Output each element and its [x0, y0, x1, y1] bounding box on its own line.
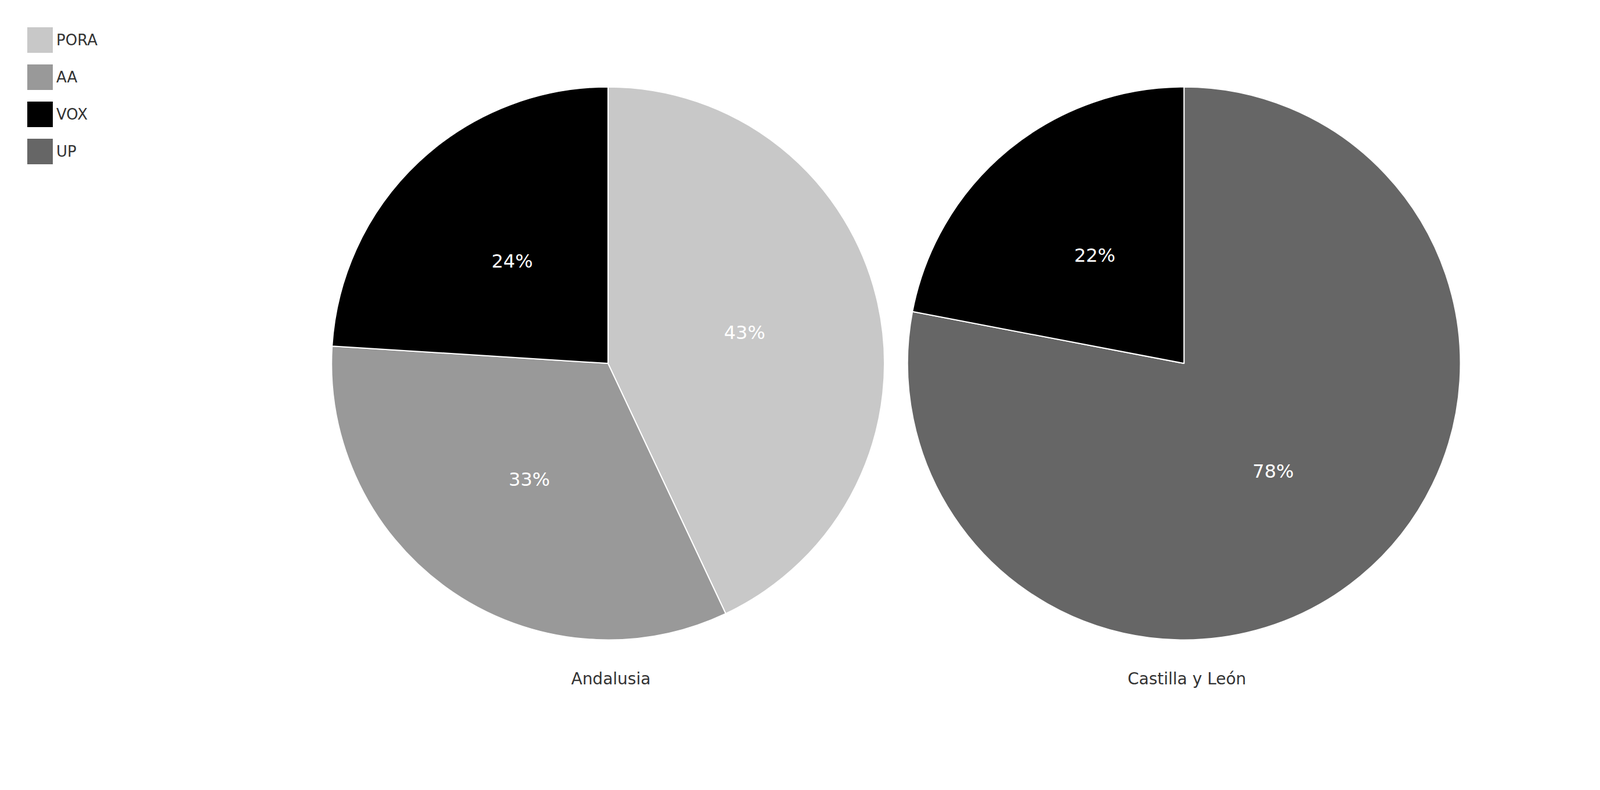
svg-text:UP: UP — [56, 142, 77, 161]
svg-text:Castilla y León: Castilla y León — [1127, 669, 1246, 689]
svg-text:PORA: PORA — [56, 31, 98, 49]
svg-text:43%: 43% — [723, 321, 765, 344]
svg-text:AA: AA — [56, 68, 78, 86]
svg-text:VOX: VOX — [56, 105, 88, 124]
svg-text:22%: 22% — [1074, 244, 1116, 267]
svg-text:24%: 24% — [491, 250, 533, 273]
svg-text:78%: 78% — [1252, 460, 1294, 483]
svg-text:Andalusia: Andalusia — [571, 669, 651, 689]
svg-text:33%: 33% — [508, 468, 551, 491]
